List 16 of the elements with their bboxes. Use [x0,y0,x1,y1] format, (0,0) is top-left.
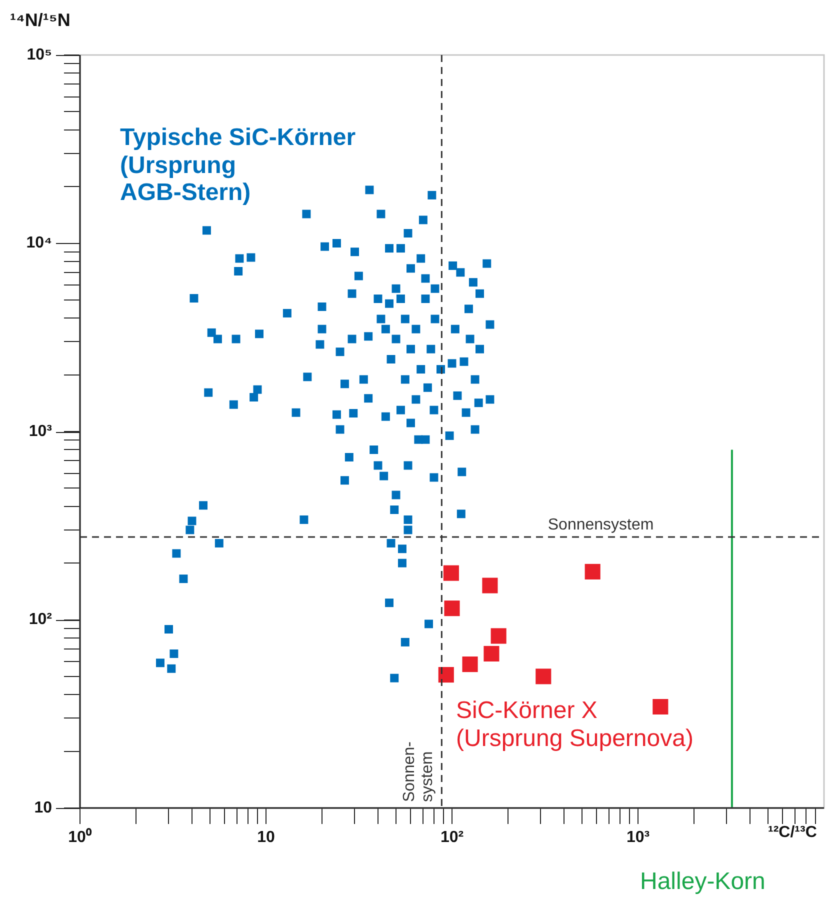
y-axis-title: ¹⁴N/¹⁵N [10,10,70,31]
x-tick-label: 10 [257,829,275,846]
series-label: SiC-Körner X (Ursprung Supernova) [456,697,694,752]
text: Halley-Korn [640,868,766,896]
series-label: Typische SiC-Körner (Ursprung AGB-Stern) [120,124,356,207]
x-axis-title: ¹²C/¹³C [768,824,817,842]
y-tick-label: 10² [28,611,52,628]
x-tick-label: 10⁰ [68,828,92,846]
y-tick-label: 10³ [28,422,52,440]
y-tick-label: 10⁵ [26,46,52,64]
ref-line-label: Sonnensystem [548,516,654,534]
ref-line-label: Sonnen- system [401,742,436,802]
x-tick-label: 10³ [626,829,650,846]
x-tick-label: 10² [440,829,464,846]
y-tick-label: 10⁴ [26,234,52,252]
y-tick-label: 10 [34,799,52,816]
